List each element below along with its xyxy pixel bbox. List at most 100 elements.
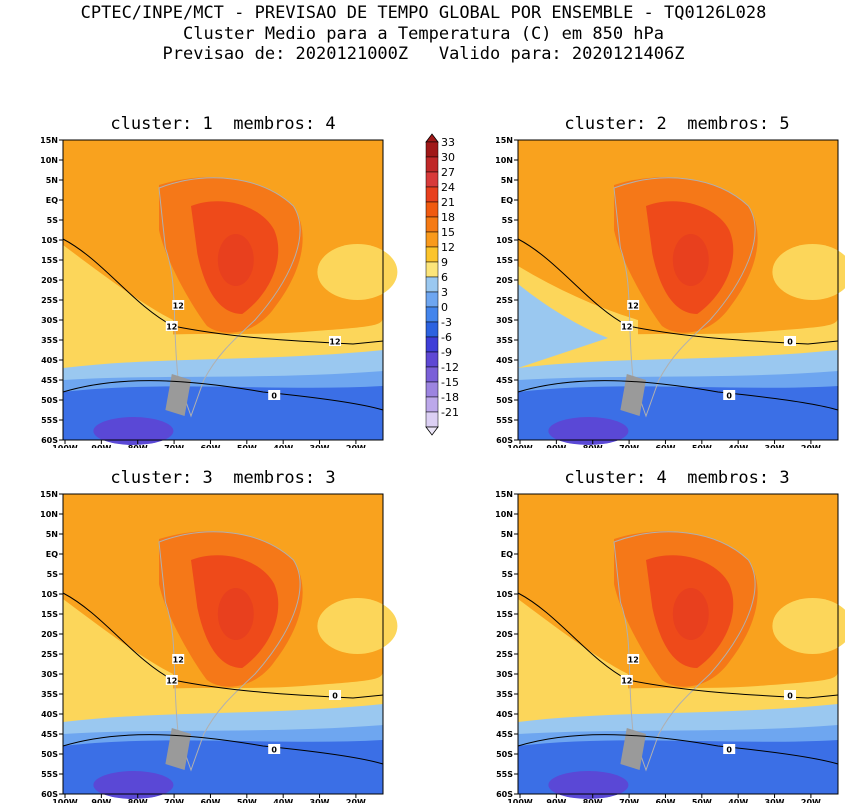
lon-label: 90W xyxy=(546,798,566,803)
colorbar-label: 24 xyxy=(441,181,455,194)
lat-label: 10N xyxy=(495,510,513,519)
contour-label: 12 xyxy=(628,656,639,665)
colorbar-swatch xyxy=(425,171,439,188)
lat-label: 15N xyxy=(40,136,58,145)
lon-label: 40W xyxy=(728,444,748,448)
colorbar-label: 27 xyxy=(441,166,455,179)
lat-label: 10N xyxy=(495,156,513,165)
lat-label: 30S xyxy=(496,316,513,325)
lat-label: 20S xyxy=(41,630,58,639)
colorbar-swatch xyxy=(425,216,439,233)
lat-label: 55S xyxy=(496,770,513,779)
temp-band-frozen xyxy=(548,417,629,445)
colorbar-label: -9 xyxy=(441,346,452,359)
lon-label: 30W xyxy=(310,444,330,448)
lat-label: 20S xyxy=(496,630,513,639)
contour-label: 0 xyxy=(726,392,732,401)
lat-label: 20S xyxy=(41,276,58,285)
lon-label: 70W xyxy=(164,798,184,803)
lon-label: 30W xyxy=(765,798,785,803)
colorbar-label: -3 xyxy=(441,316,452,329)
lon-label: 40W xyxy=(273,444,293,448)
lat-label: 45S xyxy=(41,730,58,739)
lon-label: 100W xyxy=(507,798,533,803)
lat-label: 15S xyxy=(496,256,513,265)
lat-label: 5S xyxy=(502,216,514,225)
map-panel-cluster-4: 12 12 0 0 15N 10N 5N EQ 5S 10S 15S 20S 25S 30S 35S 40S 4… xyxy=(495,490,845,803)
lon-label: 70W xyxy=(619,798,639,803)
lon-label: 80W xyxy=(128,798,148,803)
lat-label: 55S xyxy=(41,770,58,779)
panel-1-title: cluster: 1 membros: 4 xyxy=(110,114,336,134)
lat-label: 10N xyxy=(40,156,58,165)
lat-label: 25S xyxy=(41,650,58,659)
lon-label: 100W xyxy=(52,798,78,803)
lat-label: 10S xyxy=(41,590,58,599)
lat-label: 35S xyxy=(41,336,58,345)
lat-label: 60S xyxy=(41,790,58,799)
contour-label: 0 xyxy=(726,746,732,755)
colorbar-label: 18 xyxy=(441,211,455,224)
lat-label: 50S xyxy=(41,750,58,759)
lat-label: 5N xyxy=(46,530,58,539)
lat-label: 15N xyxy=(495,136,513,145)
panel-4-title: cluster: 4 membros: 3 xyxy=(564,468,790,488)
colorbar-swatch xyxy=(425,396,439,413)
lat-label: 40S xyxy=(41,710,58,719)
lon-label: 50W xyxy=(692,798,712,803)
lat-label: 45S xyxy=(496,730,513,739)
lon-label: 60W xyxy=(200,798,220,803)
temp-band-frozen xyxy=(93,771,174,799)
colorbar-swatch xyxy=(425,321,439,338)
lat-label: 15S xyxy=(41,256,58,265)
colorbar-label: 15 xyxy=(441,226,455,239)
contour-label: 0 xyxy=(271,746,277,755)
colorbar-label: 9 xyxy=(441,256,448,269)
lat-label: 45S xyxy=(41,376,58,385)
colorbar-label: -18 xyxy=(441,391,459,404)
lon-label: 60W xyxy=(655,798,675,803)
colorbar-label: 30 xyxy=(441,151,455,164)
contour-label: 12 xyxy=(621,677,632,686)
lat-label: 25S xyxy=(41,296,58,305)
colorbar-swatch xyxy=(425,291,439,308)
header-line-1: CPTEC/INPE/MCT - PREVISAO DE TEMPO GLOBA… xyxy=(80,3,767,23)
lat-label: 30S xyxy=(41,670,58,679)
lat-label: 15N xyxy=(495,490,513,499)
colorbar-label: 12 xyxy=(441,241,455,254)
lat-label: EQ xyxy=(501,550,513,559)
panel-2-title: cluster: 2 membros: 5 xyxy=(564,114,790,134)
lat-label: 30S xyxy=(41,316,58,325)
lon-label: 50W xyxy=(237,444,257,448)
lat-label: EQ xyxy=(46,196,58,205)
map-panel-cluster-1: 12 12 12 0 15N 10N 5N EQ 5S 10S 15S 20S 25S 30S 35S 40S… xyxy=(40,136,398,448)
contour-label: 0 xyxy=(271,392,277,401)
lat-label: 10N xyxy=(40,510,58,519)
lat-label: 40S xyxy=(41,356,58,365)
lat-label: 40S xyxy=(496,710,513,719)
panel-3-title: cluster: 3 membros: 3 xyxy=(110,468,336,488)
contour-label: 12 xyxy=(173,656,184,665)
lon-label: 80W xyxy=(583,798,603,803)
colorbar-swatch xyxy=(425,186,439,203)
lon-label: 40W xyxy=(728,798,748,803)
lat-label: 60S xyxy=(496,436,513,445)
lon-label: 20W xyxy=(346,444,366,448)
temp-band-frozen xyxy=(548,771,629,799)
colorbar-swatch xyxy=(425,366,439,383)
lat-label: 15S xyxy=(41,610,58,619)
lat-label: 25S xyxy=(496,296,513,305)
colorbar-swatch xyxy=(425,336,439,353)
contour-0 xyxy=(517,380,839,411)
header-line-2: Cluster Medio para a Temperatura (C) em … xyxy=(182,24,665,44)
colorbar-swatch xyxy=(425,306,439,323)
contour-label: 12 xyxy=(173,302,184,311)
lon-label: 60W xyxy=(655,444,675,448)
lon-label: 90W xyxy=(546,444,566,448)
lat-label: 40S xyxy=(496,356,513,365)
lon-label: 50W xyxy=(692,444,712,448)
colorbar-swatch xyxy=(425,261,439,278)
lon-label: 20W xyxy=(801,444,821,448)
colorbar-label: 33 xyxy=(441,136,455,149)
